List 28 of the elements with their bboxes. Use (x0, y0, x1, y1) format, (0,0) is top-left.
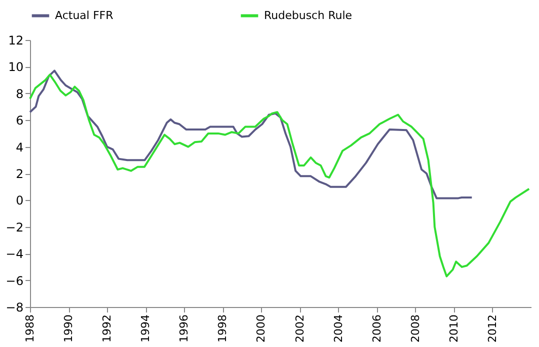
x-tick-label: 2012 (486, 314, 499, 342)
y-tick-label: −2 (6, 220, 24, 234)
x-tick-label: 1990 (62, 314, 76, 342)
y-tick-label: −8 (6, 300, 24, 314)
legend-label: Actual FFR (55, 8, 114, 22)
x-tick-label: 1988 (24, 314, 36, 342)
x-tick-label: 1992 (100, 314, 114, 342)
y-tick-label: −6 (6, 274, 24, 288)
y-tick-label: 0 (16, 194, 24, 208)
x-tick-label: 2000 (254, 314, 268, 342)
x-tick-label: 2004 (332, 314, 345, 342)
y-tick-label: 12 (8, 34, 24, 48)
line-series (29, 70, 473, 200)
x-tick-label: 1994 (139, 314, 152, 342)
x-tick-label: 2002 (293, 314, 306, 342)
y-tick-label: 4 (16, 140, 24, 154)
x-tick-label: 1996 (178, 314, 191, 342)
line-series (29, 74, 530, 278)
y-tick-label: 8 (16, 86, 24, 101)
y-tick-label: −4 (6, 247, 24, 262)
x-tick-label: 2008 (408, 314, 422, 342)
legend-label: Rudebusch Rule (264, 8, 352, 22)
x-tick-label: 2010 (447, 314, 460, 342)
y-tick-label: 2 (16, 167, 24, 181)
y-tick-label: 6 (16, 114, 24, 128)
y-tick-label: 10 (8, 60, 24, 74)
x-tick-label: 1998 (216, 314, 230, 342)
x-tick-label: 2006 (370, 314, 384, 342)
